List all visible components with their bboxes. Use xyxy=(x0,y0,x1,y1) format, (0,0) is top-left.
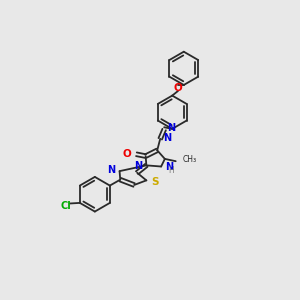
Text: O: O xyxy=(174,83,182,93)
Text: O: O xyxy=(123,149,131,159)
Text: N: N xyxy=(107,165,116,175)
Text: N: N xyxy=(164,133,172,143)
Text: S: S xyxy=(151,177,158,187)
Text: H: H xyxy=(168,166,174,175)
Text: Cl: Cl xyxy=(60,201,71,211)
Text: N: N xyxy=(167,123,175,134)
Text: N: N xyxy=(165,162,173,172)
Text: CH₃: CH₃ xyxy=(182,155,196,164)
Text: N: N xyxy=(134,161,143,171)
